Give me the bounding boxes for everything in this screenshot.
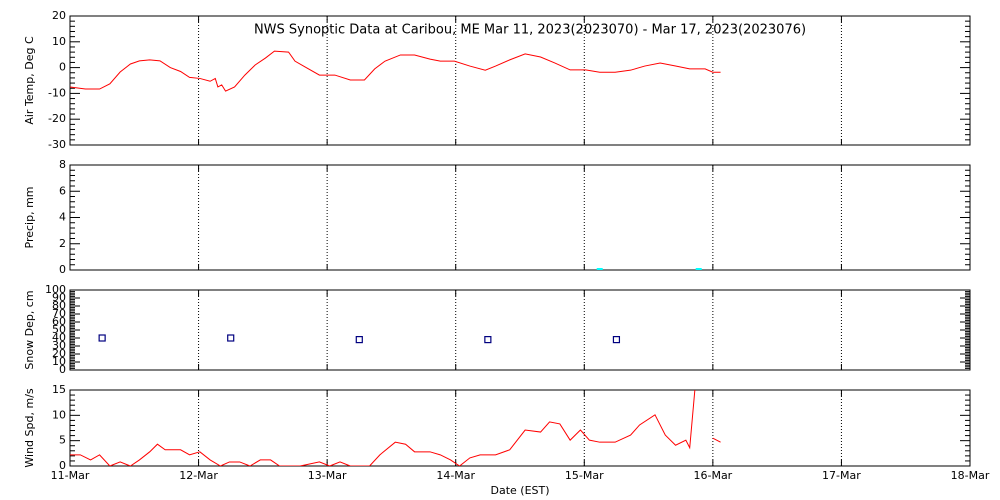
y-axis-label: Air Temp, Deg C	[23, 36, 36, 125]
y-tick-label: 20	[52, 347, 66, 360]
y-tick-label: 0	[59, 363, 66, 376]
y-tick-label: 8	[59, 158, 66, 171]
data-line	[70, 50, 721, 92]
y-tick-label: 15	[52, 383, 66, 396]
y-tick-label: 4	[59, 211, 66, 224]
y-tick-label: 90	[52, 291, 66, 304]
y-tick-label: 10	[52, 35, 66, 48]
y-axis-label: Wind Spd, m/s	[23, 388, 36, 468]
y-tick-label: 80	[52, 299, 66, 312]
x-tick-label: 17-Mar	[822, 469, 861, 482]
data-point	[98, 334, 106, 342]
x-tick-label: 12-Mar	[179, 469, 218, 482]
x-axis-label: Date (EST)	[490, 484, 549, 497]
y-tick-label: 0	[59, 263, 66, 276]
x-tick-label: 11-Mar	[51, 469, 90, 482]
x-tick-label: 13-Mar	[308, 469, 347, 482]
data-point	[695, 268, 702, 270]
y-tick-label: 70	[52, 307, 66, 320]
y-tick-label: 20	[52, 9, 66, 22]
chart-title: NWS Synoptic Data at Caribou, ME Mar 11,…	[254, 23, 806, 38]
y-tick-label: 100	[45, 283, 66, 296]
y-tick-label: 2	[59, 237, 66, 250]
y-tick-label: 60	[52, 315, 66, 328]
x-tick-label: 16-Mar	[693, 469, 732, 482]
y-tick-label: -30	[48, 138, 66, 151]
plot-frame	[69, 389, 971, 467]
data-line	[70, 390, 721, 466]
data-point	[355, 336, 363, 344]
plot-frame	[69, 15, 971, 146]
y-axis-label: Snow Dep, cm	[23, 290, 36, 369]
y-tick-label: 5	[59, 434, 66, 447]
x-tick-label: 15-Mar	[565, 469, 604, 482]
plot-frame	[69, 289, 971, 371]
x-tick-label: 18-Mar	[951, 469, 990, 482]
y-axis-label: Precip, mm	[23, 187, 36, 249]
y-tick-label: 6	[59, 184, 66, 197]
data-point	[612, 336, 621, 344]
data-point	[596, 268, 603, 270]
data-point	[484, 336, 492, 344]
plot-frame	[69, 164, 971, 271]
y-tick-label: 30	[52, 339, 66, 352]
y-tick-label: 10	[52, 355, 66, 368]
y-tick-label: 0	[59, 459, 66, 472]
y-tick-label: 10	[52, 408, 66, 421]
y-tick-label: 40	[52, 331, 66, 344]
data-point	[227, 334, 235, 342]
y-tick-label: -10	[48, 86, 66, 99]
x-tick-label: 14-Mar	[436, 469, 475, 482]
y-tick-label: 0	[59, 61, 66, 74]
y-tick-label: -20	[48, 112, 66, 125]
y-tick-label: 50	[52, 323, 66, 336]
